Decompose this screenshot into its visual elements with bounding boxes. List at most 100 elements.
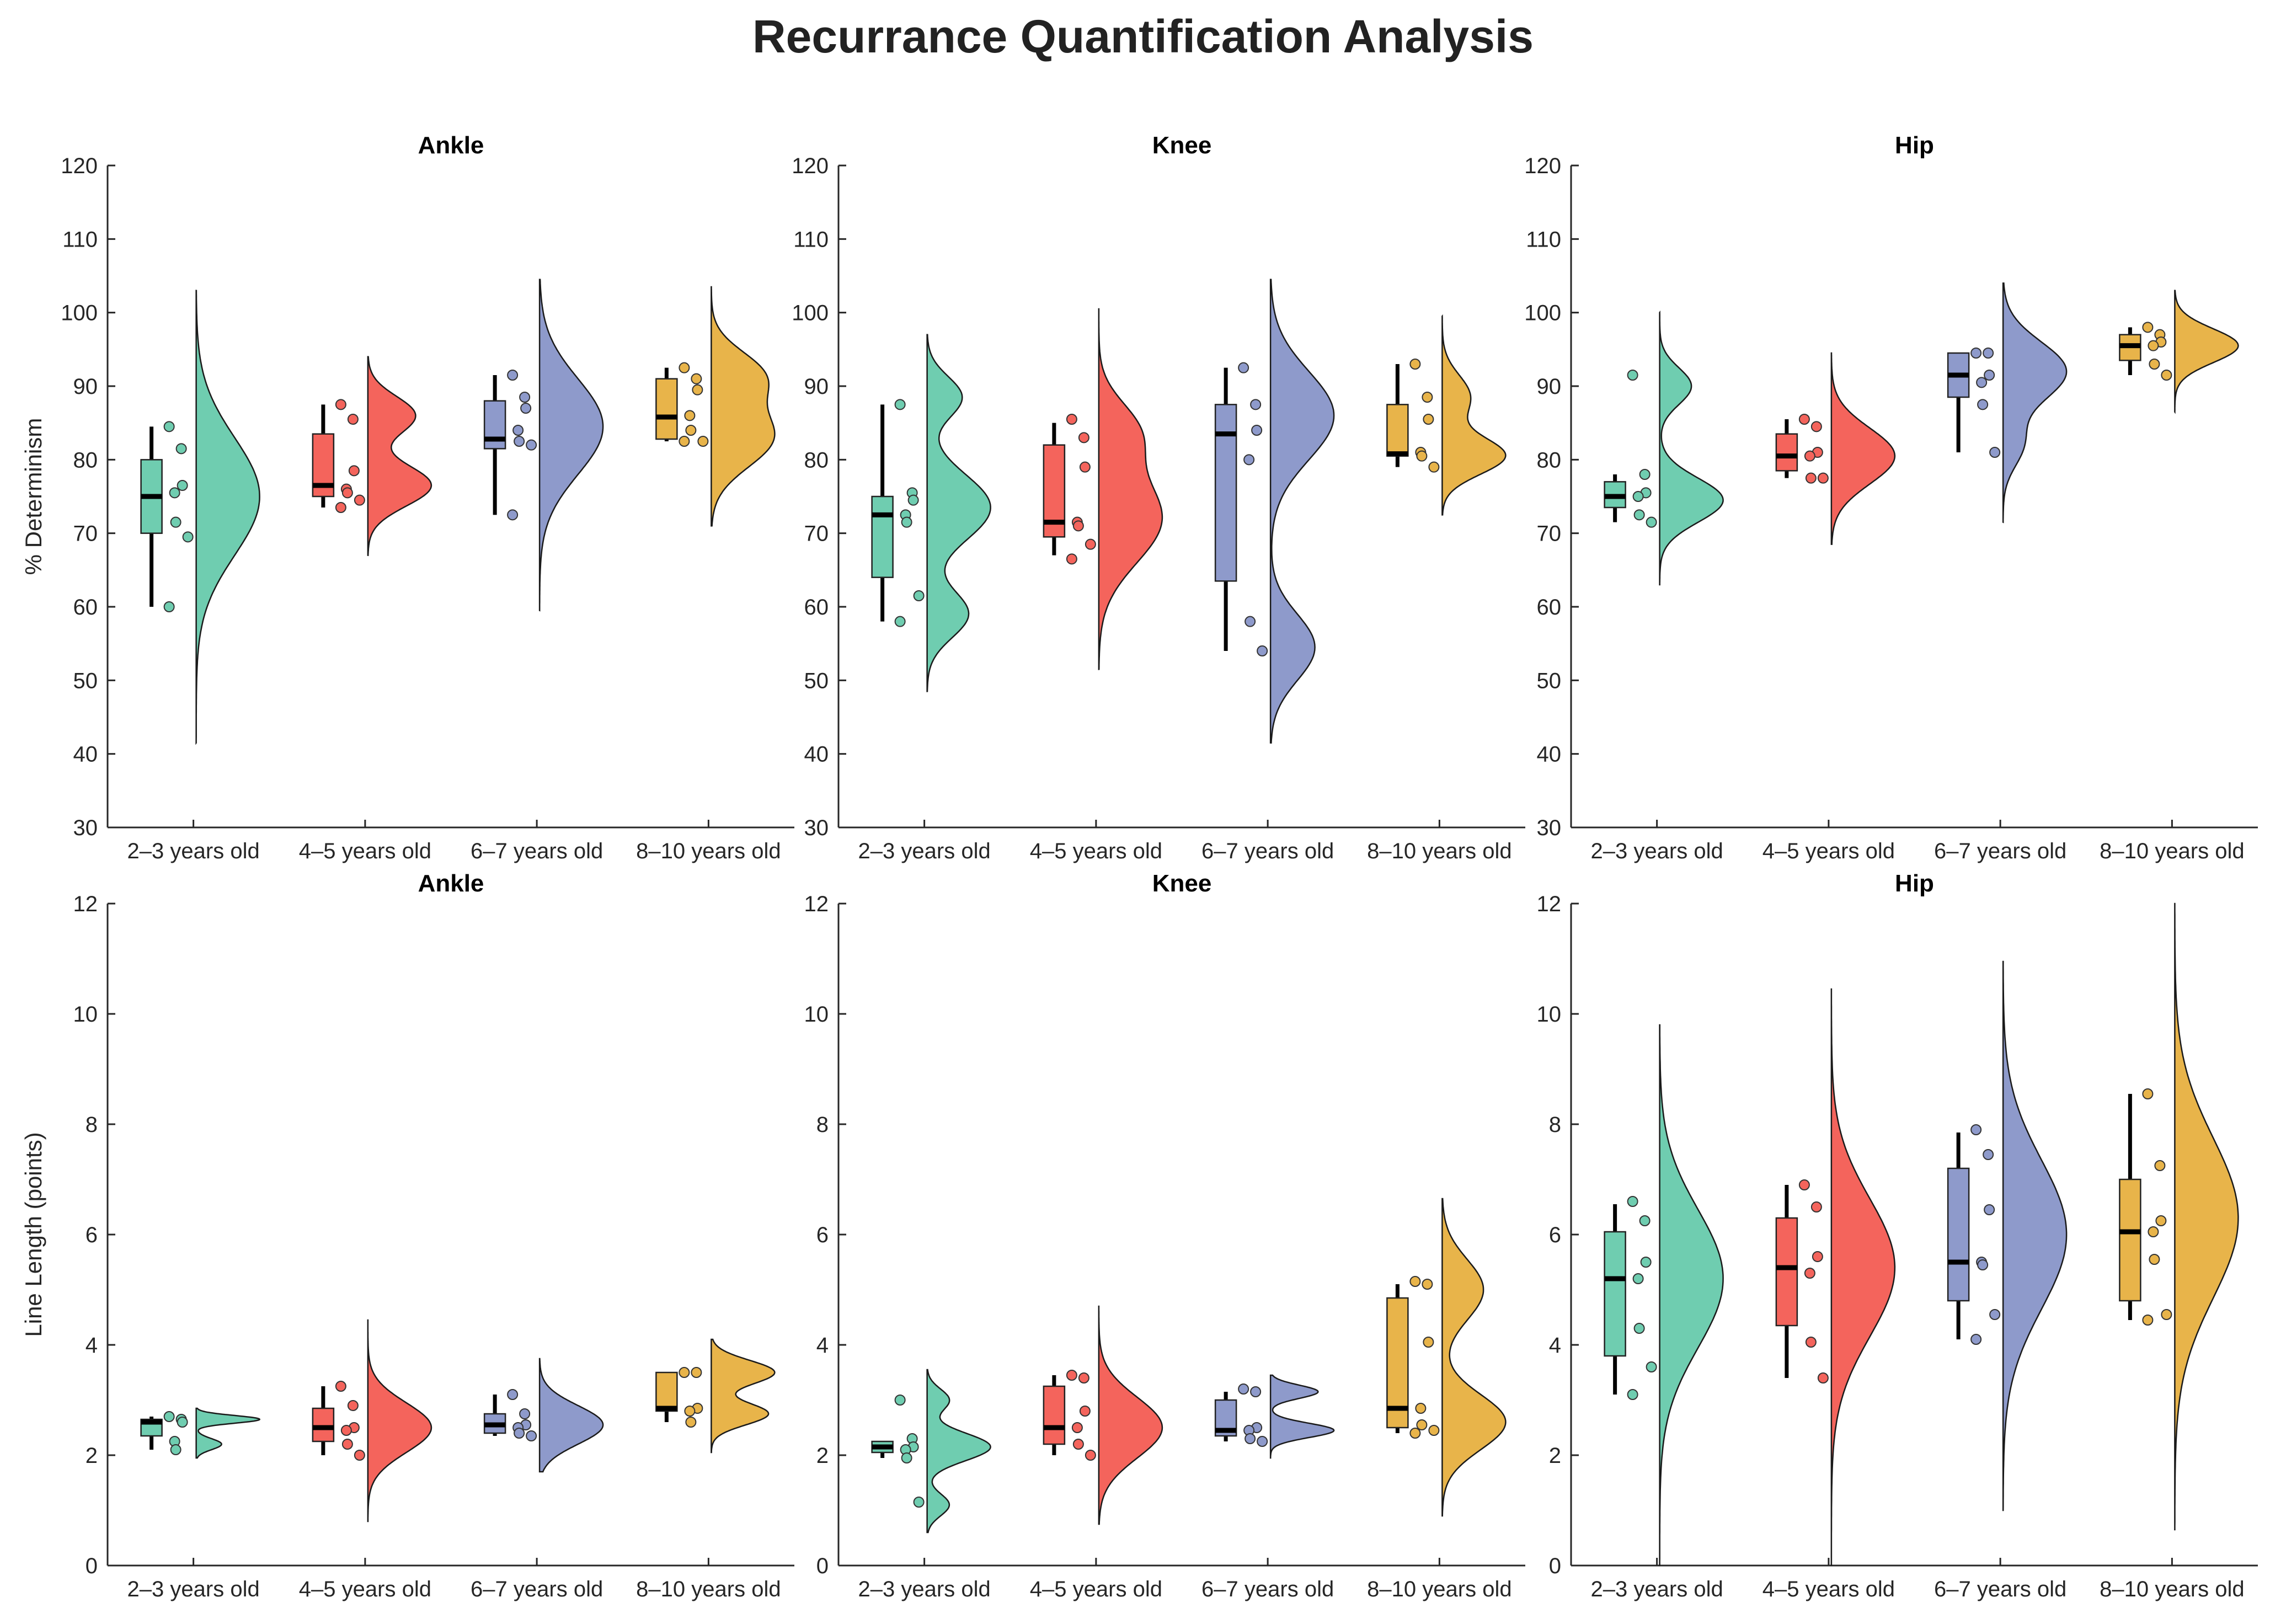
data-point <box>1817 472 1829 484</box>
data-point <box>1409 359 1421 370</box>
density-cloud <box>367 1319 432 1522</box>
y-tick-label: 110 <box>62 227 98 252</box>
y-tick-label: 70 <box>1537 522 1562 546</box>
data-point <box>182 531 194 543</box>
data-point <box>526 1430 537 1441</box>
data-point <box>1805 472 1817 484</box>
y-tick-label: 10 <box>73 1002 98 1027</box>
x-tick-label: 2–3 years old <box>1591 839 1723 863</box>
data-point <box>1633 1323 1645 1334</box>
data-point <box>1423 414 1434 425</box>
y-tick-label: 4 <box>816 1333 829 1358</box>
y-tick-label: 0 <box>1549 1554 1561 1578</box>
data-point <box>1428 461 1440 473</box>
data-point <box>1812 1251 1823 1262</box>
data-point <box>1639 469 1651 480</box>
data-point <box>2142 1315 2154 1326</box>
data-point <box>1977 399 1989 410</box>
box-iqr <box>871 495 894 578</box>
data-point <box>1243 454 1255 466</box>
data-point <box>907 494 919 506</box>
density-cloud <box>1830 352 1896 545</box>
data-point <box>1639 1215 1651 1226</box>
panel-title: Hip <box>1895 870 1934 897</box>
data-point <box>347 1400 359 1411</box>
density-cloud <box>2002 960 2068 1511</box>
box-iqr <box>1947 1167 1970 1302</box>
data-point <box>2161 1309 2172 1320</box>
data-point <box>1072 520 1084 532</box>
data-point <box>512 425 524 436</box>
density-cloud <box>926 1369 991 1534</box>
density-cloud <box>711 1338 776 1454</box>
y-tick-label: 10 <box>804 1002 829 1027</box>
x-tick-label: 4–5 years old <box>1762 839 1895 863</box>
data-point <box>697 436 709 447</box>
y-tick-label: 40 <box>804 742 829 767</box>
data-point <box>692 384 703 396</box>
y-tick-label: 120 <box>792 154 829 178</box>
y-tick-label: 100 <box>61 301 98 325</box>
density-cloud <box>1659 1024 1724 1567</box>
data-point <box>1238 1383 1249 1395</box>
y-axis-label: Line Length (points) <box>20 1132 46 1337</box>
x-tick-label: 6–7 years old <box>471 839 603 863</box>
y-tick-label: 2 <box>1549 1444 1561 1468</box>
data-point <box>1633 509 1645 521</box>
box-iqr <box>655 1371 678 1412</box>
data-point <box>1989 1309 2001 1320</box>
x-tick-label: 8–10 years old <box>1367 1577 1511 1601</box>
data-point <box>1804 450 1815 462</box>
y-tick-label: 60 <box>804 595 829 619</box>
y-tick-label: 0 <box>816 1554 829 1578</box>
data-point <box>519 392 531 403</box>
data-point <box>1422 1279 1433 1290</box>
x-tick-label: 2–3 years old <box>1591 1577 1723 1601</box>
data-point <box>1409 1428 1421 1439</box>
data-point <box>1257 645 1268 656</box>
data-point <box>2155 1215 2167 1226</box>
data-point <box>354 494 365 506</box>
data-point <box>1810 1201 1822 1212</box>
x-tick-label: 8–10 years old <box>2100 1577 2244 1601</box>
data-point <box>163 421 175 432</box>
box-iqr <box>1604 1231 1626 1357</box>
data-point <box>175 443 187 455</box>
x-tick-label: 2–3 years old <box>858 839 991 863</box>
data-point <box>1066 1370 1077 1381</box>
data-point <box>335 502 346 513</box>
data-point <box>1817 1372 1829 1383</box>
y-tick-label: 60 <box>73 595 98 619</box>
box-iqr <box>312 1407 335 1443</box>
x-tick-label: 6–7 years old <box>1934 839 2066 863</box>
y-tick-label: 120 <box>1524 154 1561 178</box>
density-cloud <box>1098 1305 1163 1525</box>
data-point <box>1245 1433 1256 1444</box>
data-point <box>1245 616 1256 627</box>
density-cloud <box>1269 1374 1335 1459</box>
data-point <box>685 425 697 436</box>
data-point <box>1257 1436 1268 1447</box>
data-point <box>1251 425 1263 436</box>
data-point <box>1632 1273 1644 1284</box>
data-point <box>1804 1268 1815 1279</box>
data-point <box>1071 1422 1083 1433</box>
data-point <box>2142 322 2154 333</box>
data-point <box>1983 1149 1994 1160</box>
panel-knee-line-length: Knee 0 2 4 6 8 10 12 2–3 years old 4–5 years old 6… <box>804 870 1525 1601</box>
y-tick-label: 12 <box>1537 892 1562 916</box>
y-tick-label: 70 <box>73 522 98 546</box>
panel-ankle-line-length: Ankle 0 2 4 6 8 10 12 Line Length (points) 2–3 ye… <box>20 870 794 1601</box>
density-cloud <box>1269 279 1335 744</box>
data-point <box>514 436 525 447</box>
data-point <box>1066 414 1077 425</box>
data-point <box>1798 414 1810 425</box>
data-point <box>913 590 925 601</box>
data-point <box>1805 1337 1817 1348</box>
x-tick-label: 4–5 years old <box>299 1577 431 1601</box>
data-point <box>1250 399 1262 410</box>
data-point <box>1416 450 1428 462</box>
data-point <box>341 487 353 499</box>
y-tick-label: 10 <box>1537 1002 1562 1027</box>
y-tick-label: 80 <box>1537 448 1562 472</box>
